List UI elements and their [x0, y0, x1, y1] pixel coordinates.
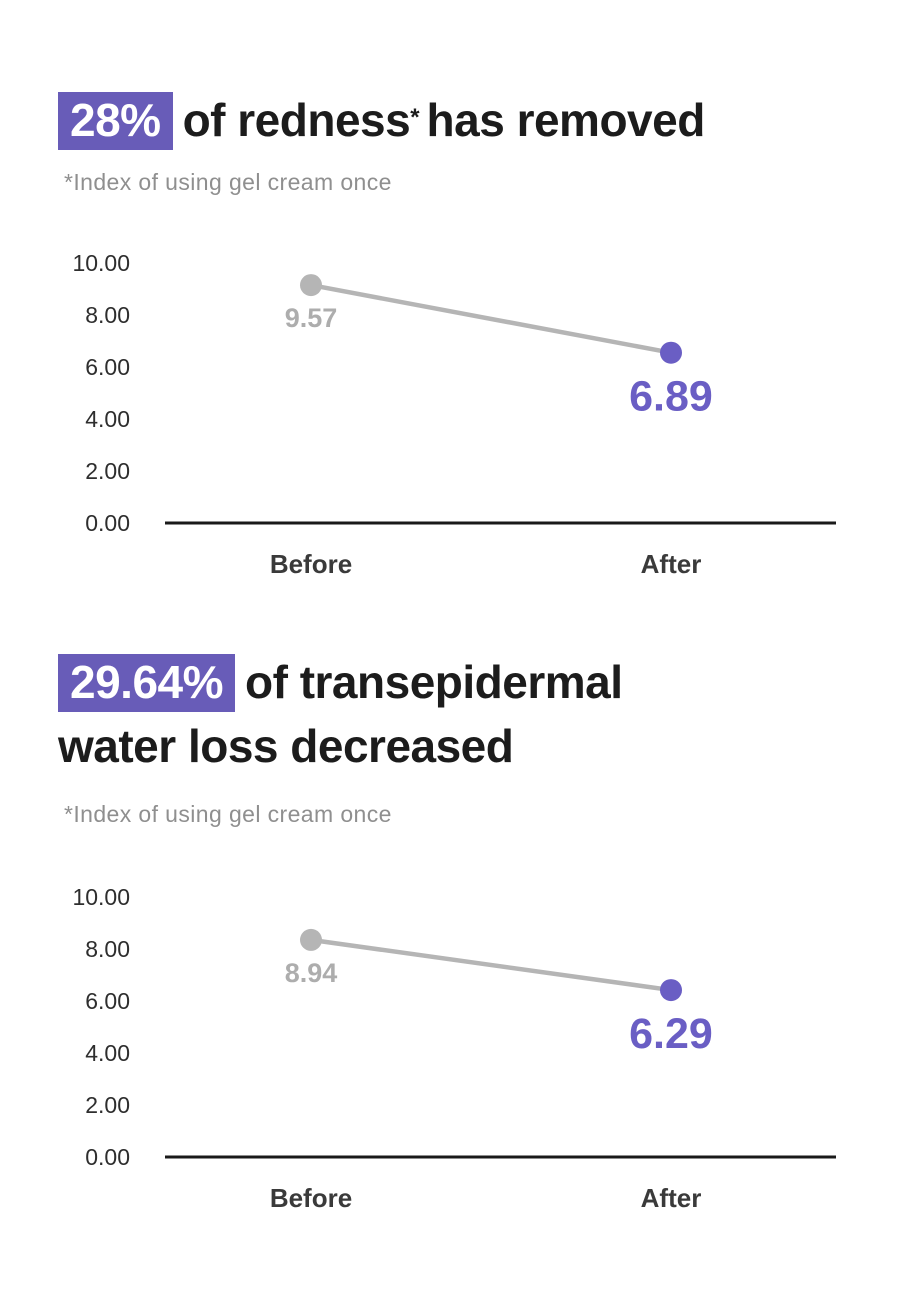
x-axis-category-label: Before	[270, 1183, 352, 1213]
tewl-title-segment-1: of transepidermal	[245, 656, 623, 708]
tewl-footnote: *Index of using gel cream once	[64, 801, 392, 827]
tewl-title-segment-2: water loss decreased	[58, 720, 514, 772]
redness-percentage-highlight: 28%	[58, 92, 173, 151]
before-value-label: 8.94	[285, 958, 338, 988]
before-value-label: 9.57	[285, 303, 338, 333]
y-axis-tick-label: 10.00	[72, 884, 130, 910]
asterisk-superscript: *	[410, 104, 420, 131]
redness-title-segment-1: of redness	[182, 94, 411, 146]
y-axis-tick-label: 6.00	[85, 988, 130, 1014]
tewl-title-line1: 29.64% of transepidermal	[58, 650, 623, 714]
y-axis-tick-label: 8.00	[85, 936, 130, 962]
y-axis-tick-label: 2.00	[85, 458, 130, 484]
redness-title-segment-2: has removed	[426, 94, 706, 146]
tewl-title: 29.64% of transepidermal water loss decre…	[58, 650, 623, 778]
after-value-label: 6.89	[629, 373, 713, 421]
y-axis-tick-label: 4.00	[85, 1040, 130, 1066]
after-data-point	[660, 979, 682, 1002]
after-value-label: 6.29	[629, 1010, 713, 1058]
trend-line	[310, 282, 672, 355]
y-axis-tick-label: 0.00	[85, 510, 130, 536]
x-axis-category-label: After	[641, 549, 702, 579]
y-axis-tick-label: 2.00	[85, 1092, 130, 1118]
trend-line	[310, 937, 672, 993]
y-axis-tick-label: 6.00	[85, 354, 130, 380]
y-axis-tick-label: 4.00	[85, 406, 130, 432]
y-axis-tick-label: 0.00	[85, 1144, 130, 1170]
tewl-percentage-highlight: 29.64%	[58, 654, 236, 713]
redness-line-chart: 10.00 8.00 6.00 4.00 2.00 0.00 9.57 Before 6.89 A…	[72, 250, 836, 579]
y-axis-tick-label: 10.00	[72, 250, 130, 276]
tewl-line-chart: 10.00 8.00 6.00 4.00 2.00 0.00 8.94 Before 6.29 A…	[72, 884, 836, 1213]
y-axis-tick-label: 8.00	[85, 302, 130, 328]
x-axis-category-label: Before	[270, 549, 352, 579]
redness-title: 28% of redness* has removed	[58, 88, 705, 152]
x-axis-category-label: After	[641, 1183, 702, 1213]
before-data-point	[300, 928, 322, 951]
before-data-point	[300, 274, 322, 297]
tewl-title-line2: water loss decreased	[58, 714, 623, 778]
redness-footnote: *Index of using gel cream once	[64, 169, 392, 195]
after-data-point	[660, 341, 682, 364]
